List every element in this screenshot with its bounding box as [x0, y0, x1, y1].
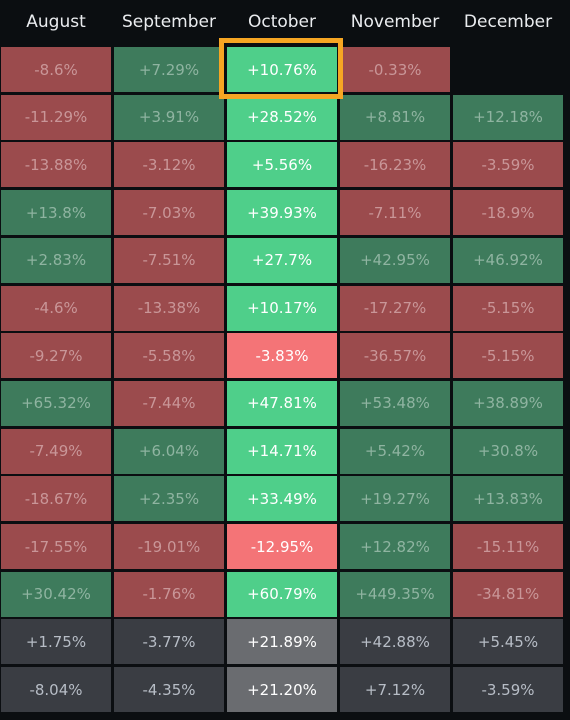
- summary-cell-september-2: -4.35%: [114, 667, 224, 713]
- heatmap-cell-september-row-4: -7.03%: [114, 190, 224, 236]
- heatmap-cell-august-row-5: +2.83%: [1, 237, 111, 283]
- heatmap-cell-october-row-1: +10.76%: [227, 47, 337, 92]
- summary-cell-december-1: +5.45%: [453, 619, 563, 665]
- heatmap-cell-september-row-12: -1.76%: [114, 571, 224, 617]
- heatmap-cell-september-row-9: +6.04%: [114, 428, 224, 474]
- column-header-december: December: [463, 12, 553, 32]
- heatmap-cell-november-row-3: -16.23%: [340, 142, 450, 188]
- heatmap-cell-december-row-9: +30.8%: [453, 428, 563, 474]
- heatmap-cell-november-row-11: +12.82%: [340, 524, 450, 569]
- heatmap-cell-november-row-6: -17.27%: [340, 285, 450, 331]
- heatmap-cell-december-row-10: +13.83%: [453, 476, 563, 522]
- summary-cell-december-2: -3.59%: [453, 667, 563, 713]
- heatmap-cell-december-row-4: -18.9%: [453, 190, 563, 236]
- heatmap-cell-september-row-11: -19.01%: [114, 524, 224, 569]
- heatmap-cell-august-row-1: -8.6%: [1, 47, 111, 92]
- heatmap-cell-august-row-3: -13.88%: [1, 142, 111, 188]
- heatmap-cell-october-row-4: +39.93%: [227, 190, 337, 236]
- heatmap-cell-october-row-7: -3.83%: [227, 333, 337, 379]
- heatmap-cell-august-row-4: +13.8%: [1, 190, 111, 236]
- heatmap-cell-november-row-4: -7.11%: [340, 190, 450, 236]
- heatmap-cell-december-row-7: -5.15%: [453, 333, 563, 379]
- heatmap-cell-september-row-6: -13.38%: [114, 285, 224, 331]
- column-header-november: November: [350, 12, 440, 32]
- heatmap-cell-august-row-7: -9.27%: [1, 333, 111, 379]
- heatmap-cell-september-row-7: -5.58%: [114, 333, 224, 379]
- summary-cell-november-2: +7.12%: [340, 667, 450, 713]
- heatmap-cell-october-row-9: +14.71%: [227, 428, 337, 474]
- heatmap-cell-september-row-3: -3.12%: [114, 142, 224, 188]
- summary-cell-august-2: -8.04%: [1, 667, 111, 713]
- heatmap-cell-december-row-5: +46.92%: [453, 237, 563, 283]
- column-header-september: September: [122, 12, 216, 32]
- heatmap-cell-november-row-8: +53.48%: [340, 380, 450, 426]
- heatmap-cell-december-row-12: -34.81%: [453, 571, 563, 617]
- heatmap-cell-december-row-1: [453, 47, 563, 92]
- heatmap-cell-november-row-7: -36.57%: [340, 333, 450, 379]
- heatmap-cell-october-row-2: +28.52%: [227, 94, 337, 140]
- heatmap-cell-september-row-5: -7.51%: [114, 237, 224, 283]
- heatmap-cell-october-row-10: +33.49%: [227, 476, 337, 522]
- heatmap-cell-december-row-6: -5.15%: [453, 285, 563, 331]
- heatmap-cell-november-row-9: +5.42%: [340, 428, 450, 474]
- heatmap-cell-october-row-5: +27.7%: [227, 237, 337, 283]
- heatmap-cell-september-row-10: +2.35%: [114, 476, 224, 522]
- heatmap-cell-november-row-1: -0.33%: [340, 47, 450, 92]
- heatmap-cell-august-row-8: +65.32%: [1, 380, 111, 426]
- heatmap-cell-august-row-11: -17.55%: [1, 524, 111, 569]
- heatmap-cell-august-row-2: -11.29%: [1, 94, 111, 140]
- summary-cell-august-1: +1.75%: [1, 619, 111, 665]
- heatmap-cell-october-row-12: +60.79%: [227, 571, 337, 617]
- heatmap-cell-august-row-9: -7.49%: [1, 428, 111, 474]
- heatmap-cell-november-row-10: +19.27%: [340, 476, 450, 522]
- column-header-august: August: [26, 12, 86, 32]
- heatmap-cell-august-row-6: -4.6%: [1, 285, 111, 331]
- heatmap-cell-october-row-3: +5.56%: [227, 142, 337, 188]
- heatmap-cell-october-row-11: -12.95%: [227, 524, 337, 569]
- heatmap-cell-december-row-3: -3.59%: [453, 142, 563, 188]
- heatmap-cell-september-row-8: -7.44%: [114, 380, 224, 426]
- column-header-october: October: [247, 12, 317, 32]
- heatmap-cell-august-row-10: -18.67%: [1, 476, 111, 522]
- heatmap-cell-december-row-2: +12.18%: [453, 94, 563, 140]
- heatmap-cell-october-row-8: +47.81%: [227, 380, 337, 426]
- summary-cell-october-2: +21.20%: [227, 667, 337, 713]
- heatmap-cell-october-row-6: +10.17%: [227, 285, 337, 331]
- heatmap-cell-december-row-8: +38.89%: [453, 380, 563, 426]
- heatmap-cell-november-row-5: +42.95%: [340, 237, 450, 283]
- heatmap-cell-august-row-12: +30.42%: [1, 571, 111, 617]
- heatmap-cell-november-row-2: +8.81%: [340, 94, 450, 140]
- heatmap-cell-december-row-11: -15.11%: [453, 524, 563, 569]
- heatmap-cell-september-row-1: +7.29%: [114, 47, 224, 92]
- summary-cell-november-1: +42.88%: [340, 619, 450, 665]
- summary-cell-october-1: +21.89%: [227, 619, 337, 665]
- heatmap-cell-november-row-12: +449.35%: [340, 571, 450, 617]
- heatmap-cell-september-row-2: +3.91%: [114, 94, 224, 140]
- summary-cell-september-1: -3.77%: [114, 619, 224, 665]
